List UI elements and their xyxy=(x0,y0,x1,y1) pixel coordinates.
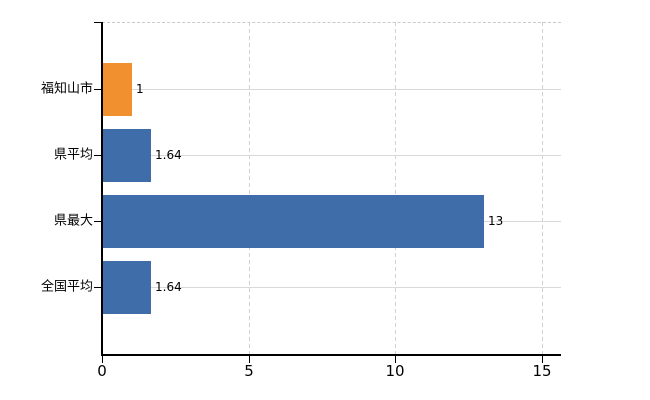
x-axis-tick-label: 10 xyxy=(385,362,405,380)
y-axis-line xyxy=(101,22,103,356)
bar-value-label: 13 xyxy=(488,214,504,228)
y-axis-tick xyxy=(94,287,101,288)
y-axis-tick xyxy=(94,22,101,23)
y-axis-tick xyxy=(94,89,101,90)
bar-value-label: 1.64 xyxy=(155,280,182,294)
bar-全国平均 xyxy=(103,260,151,314)
x-axis-tick-label: 5 xyxy=(244,362,254,380)
bar-value-label: 1 xyxy=(136,82,144,96)
x-axis-tick xyxy=(249,356,250,363)
x-axis-line xyxy=(101,354,561,356)
x-axis-tick xyxy=(102,356,103,363)
category-label-県平均: 県平均 xyxy=(53,147,93,163)
vertical-gridline xyxy=(542,22,543,354)
vertical-gridline xyxy=(395,22,396,354)
x-axis-tick-label: 0 xyxy=(97,362,107,380)
bar-県平均 xyxy=(103,128,151,182)
plot-top-border xyxy=(102,22,561,23)
category-label-全国平均: 全国平均 xyxy=(40,279,93,295)
x-axis-tick xyxy=(395,356,396,363)
x-axis-tick xyxy=(542,356,543,363)
horizontal-gridline xyxy=(102,89,561,90)
horizontal-gridline xyxy=(102,155,561,156)
y-axis-tick xyxy=(94,155,101,156)
category-label-県最大: 県最大 xyxy=(53,213,93,229)
bar-value-label: 1.64 xyxy=(155,148,182,162)
bar-福知山市 xyxy=(103,62,132,116)
vertical-gridline xyxy=(249,22,250,354)
category-label-福知山市: 福知山市 xyxy=(40,81,93,97)
x-axis-tick-label: 15 xyxy=(532,362,552,380)
y-axis-tick xyxy=(94,221,101,222)
bar-県最大 xyxy=(103,194,484,248)
horizontal-gridline xyxy=(102,287,561,288)
